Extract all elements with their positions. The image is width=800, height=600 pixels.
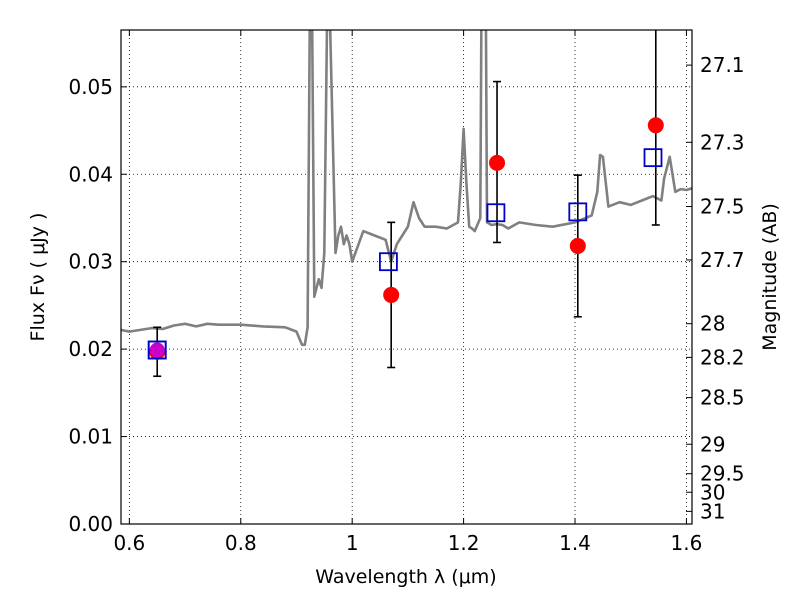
y-tick-label: 0.01: [68, 425, 113, 449]
y2-tick-label: 27.3: [700, 130, 745, 154]
observed-point: [383, 286, 400, 303]
observed-point: [647, 117, 664, 134]
y-axis-title: Flux Fν ( μJy ): [27, 213, 49, 342]
y2-tick-label: 27.5: [700, 195, 745, 219]
model-square: [147, 340, 167, 360]
model-square: [643, 148, 663, 168]
x-tick-label: 1.2: [448, 531, 480, 555]
x-tick-label: 1.4: [559, 531, 591, 555]
y2-tick-label: 27.7: [700, 248, 745, 272]
y2-tick-label: 29: [700, 432, 725, 456]
x-tick-label: 0.6: [113, 531, 145, 555]
plot-background: [121, 30, 692, 524]
model-square: [486, 203, 506, 223]
observed-point: [569, 237, 586, 254]
x-tick-label: 1: [346, 531, 359, 555]
spectrum-line: [121, 30, 692, 347]
x-tick-label: 1.6: [671, 531, 703, 555]
x-tick-label: 0.8: [225, 531, 257, 555]
y-tick-label: 0.00: [68, 512, 113, 536]
y2-tick-label: 30: [700, 480, 725, 504]
y-tick-label: 0.05: [68, 75, 113, 99]
y2-axis-title: Magnitude (AB): [759, 203, 781, 351]
y2-tick-label: 28.2: [700, 345, 745, 369]
y2-tick-label: 28: [700, 312, 725, 336]
y2-tick-label: 31: [700, 499, 725, 523]
ticks: 0.6 0.8 1 1.2 1.4 1.6 0.00 0.01 0.02 0.03 0.04 0.05…: [68, 30, 745, 555]
magenta-point: [149, 342, 165, 358]
plot-frame: [120, 29, 693, 525]
y-tick-label: 0.03: [68, 250, 113, 274]
spectrum-layer: [121, 30, 692, 347]
y-tick-label: 0.02: [68, 337, 113, 361]
y2-tick-label: 27.1: [700, 53, 745, 77]
y2-tick-label: 28.5: [700, 386, 745, 410]
points-layer: [147, 30, 664, 378]
observed-point: [489, 154, 506, 171]
y2-tick-label: 29.5: [700, 462, 745, 486]
model-square: [378, 252, 398, 272]
y-tick-label: 0.04: [68, 162, 113, 186]
x-axis-title: Wavelength λ (μm): [315, 566, 496, 588]
model-square: [568, 202, 588, 222]
